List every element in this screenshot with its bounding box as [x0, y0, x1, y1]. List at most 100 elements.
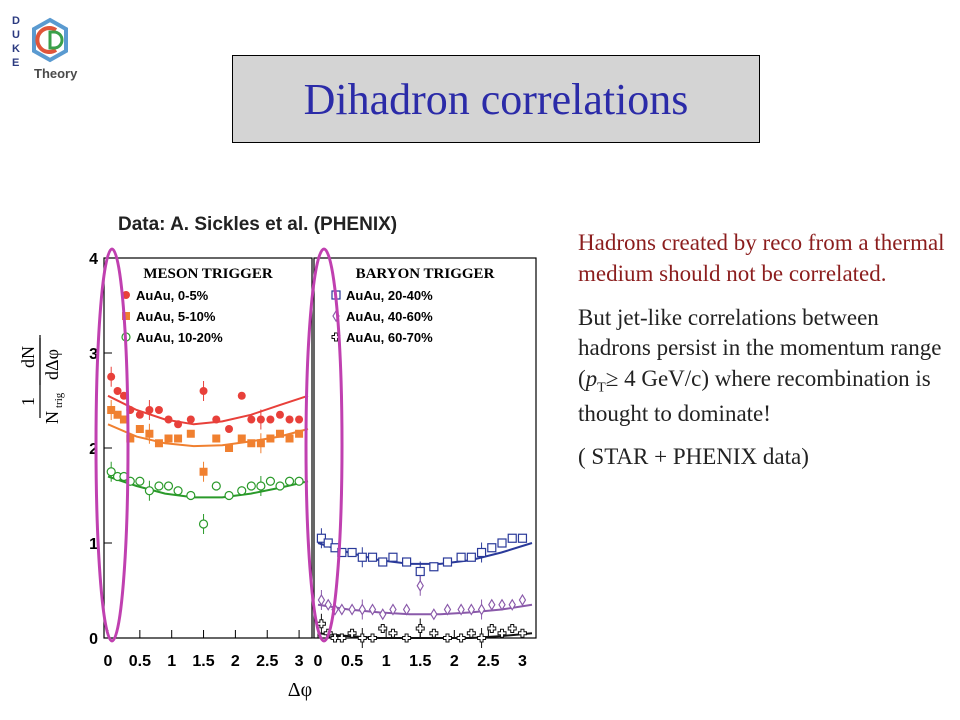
- duke-theory-logo: D U K E Theory: [12, 15, 78, 81]
- data-point: [113, 387, 122, 395]
- logo-q-arc: [35, 26, 58, 54]
- y-label-ddphi: dΔφ: [42, 349, 62, 380]
- data-point: [498, 598, 506, 611]
- paragraph-2-part-a: But jet-like correlations between hadron…: [578, 304, 942, 392]
- data-point: [388, 628, 398, 638]
- x-tick-label: 0.5: [129, 653, 151, 670]
- data-point: [212, 415, 221, 424]
- data-point: [347, 547, 357, 558]
- data-point: [517, 628, 527, 638]
- data-source-label: Data: A. Sickles et al. (PHENIX): [118, 214, 398, 235]
- data-point: [324, 598, 332, 611]
- legend-label: AuAu, 0-5%: [136, 288, 209, 303]
- data-point: [466, 628, 476, 638]
- y-tick-label: 1: [89, 536, 98, 553]
- x-tick-label: 1.5: [409, 653, 431, 670]
- data-point: [237, 434, 246, 443]
- data-point: [347, 628, 357, 638]
- x-tick-label: 0: [104, 653, 113, 670]
- data-point: [388, 552, 398, 562]
- legend-marker: [122, 312, 130, 320]
- legend-label: AuAu, 40-60%: [346, 309, 433, 324]
- data-point: [378, 624, 388, 633]
- data-point: [294, 476, 304, 486]
- data-point: [135, 410, 144, 419]
- data-point: [518, 593, 527, 607]
- paragraph-data-sources: ( STAR + PHENIX data): [578, 444, 809, 470]
- x-tick-label: 0.5: [341, 653, 363, 670]
- data-point: [256, 415, 265, 424]
- logo-d-shape: [48, 30, 64, 50]
- data-point: [317, 593, 326, 607]
- data-point: [430, 608, 438, 621]
- y-tick-label: 0: [89, 631, 98, 648]
- data-point: [402, 633, 412, 643]
- logo-letter-u: U: [12, 29, 20, 41]
- data-point: [144, 486, 155, 496]
- data-point: [164, 434, 173, 443]
- highlight-ellipse-meson: [94, 247, 130, 643]
- data-point: [517, 533, 528, 543]
- data-point: [126, 434, 135, 443]
- y-label-dn: dN: [18, 346, 38, 368]
- panel-title: MESON TRIGGER: [143, 266, 272, 282]
- data-point: [457, 603, 465, 616]
- data-point: [295, 415, 304, 424]
- data-point: [402, 603, 411, 616]
- fit-curve: [107, 394, 309, 426]
- data-point: [429, 628, 439, 638]
- data-point: [442, 557, 453, 567]
- data-point: [174, 420, 183, 429]
- data-point: [106, 467, 116, 477]
- x-tick-label: 3: [295, 653, 304, 670]
- data-point: [163, 481, 174, 491]
- data-point: [246, 481, 256, 491]
- data-point: [368, 633, 378, 643]
- data-point: [389, 603, 397, 616]
- data-point: [348, 603, 356, 616]
- data-point: [357, 633, 367, 643]
- fit-curve: [107, 423, 309, 448]
- data-point: [119, 391, 128, 400]
- x-tick-label: 1.5: [192, 653, 214, 670]
- data-point: [285, 415, 294, 424]
- data-point: [256, 439, 265, 448]
- legend-marker: [122, 291, 130, 299]
- data-point: [508, 598, 516, 611]
- data-point: [337, 633, 347, 643]
- fit-curve: [107, 475, 309, 499]
- data-point: [429, 562, 439, 572]
- data-point: [224, 490, 234, 501]
- data-point: [477, 603, 486, 616]
- data-point: [119, 415, 128, 424]
- data-point: [225, 425, 234, 433]
- paragraph-2-part-b: 4 GeV/c) where recombination is thought …: [578, 366, 931, 426]
- data-point: [488, 598, 496, 611]
- x-tick-label: 0: [314, 653, 323, 670]
- x-tick-label: 1: [382, 653, 391, 670]
- slide-title: Dihadron correlations: [303, 74, 689, 124]
- geq-symbol: ≥: [605, 366, 619, 392]
- data-point: [443, 603, 452, 616]
- data-point: [174, 434, 183, 443]
- data-point: [186, 415, 195, 424]
- data-point: [456, 633, 466, 643]
- data-point: [284, 476, 295, 486]
- data-point: [186, 490, 196, 501]
- data-point: [154, 439, 163, 448]
- data-point: [477, 633, 487, 643]
- paragraph-reco-thermal: Hadrons created by reco from a thermal m…: [578, 230, 945, 286]
- y-label-trig: trig: [53, 392, 65, 408]
- y-tick-label: 3: [89, 346, 98, 363]
- data-point: [107, 372, 116, 381]
- data-point: [199, 467, 208, 476]
- data-point: [285, 434, 294, 443]
- data-point: [357, 552, 367, 562]
- data-point: [476, 547, 487, 558]
- x-tick-label: 2: [450, 653, 459, 670]
- data-point: [497, 628, 507, 638]
- data-point: [247, 439, 256, 448]
- pt-subscript: T: [597, 380, 606, 396]
- paragraph-jet-correlations: But jet-like correlations between hadron…: [578, 303, 950, 430]
- data-point: [368, 603, 377, 616]
